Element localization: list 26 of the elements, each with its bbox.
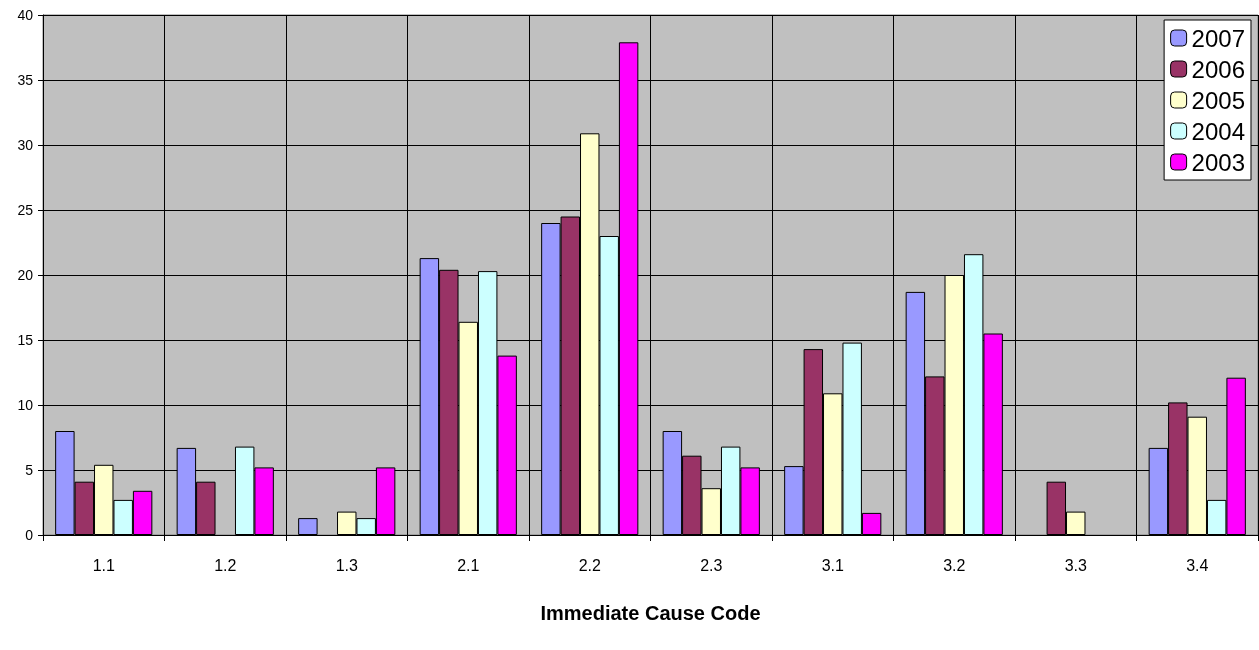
y-tick-label: 30 (17, 137, 34, 153)
x-tick-label: 3.2 (943, 556, 966, 574)
x-tick-label: 2.2 (578, 556, 601, 574)
y-tick-label: 25 (17, 202, 34, 218)
legend-label: 2005 (1191, 86, 1245, 114)
x-tick-label: 3.4 (1186, 556, 1209, 574)
y-tick-label: 0 (25, 527, 34, 543)
y-tick-label: 40 (17, 7, 34, 23)
legend-label: 2003 (1191, 148, 1245, 176)
legend-label: 2006 (1191, 55, 1245, 83)
x-tick-label: 1.1 (92, 556, 115, 574)
y-tick-label: 15 (17, 332, 34, 348)
y-tick-label: 35 (17, 72, 34, 88)
x-axis-title: Immediate Cause Code (540, 602, 761, 624)
x-tick-label: 2.1 (457, 556, 480, 574)
x-tick-label: 3.1 (821, 556, 844, 574)
bar (298, 518, 318, 535)
legend-label: 2004 (1191, 117, 1245, 145)
x-tick-label: 2.3 (700, 556, 723, 574)
x-tick-label: 3.3 (1064, 556, 1087, 574)
y-tick-label: 5 (25, 462, 34, 478)
legend-label: 2007 (1191, 24, 1245, 52)
x-tick-label: 1.2 (214, 556, 237, 574)
y-tick-label: 20 (17, 267, 34, 283)
y-tick-label: 10 (17, 397, 34, 413)
x-tick-label: 1.3 (335, 556, 358, 574)
